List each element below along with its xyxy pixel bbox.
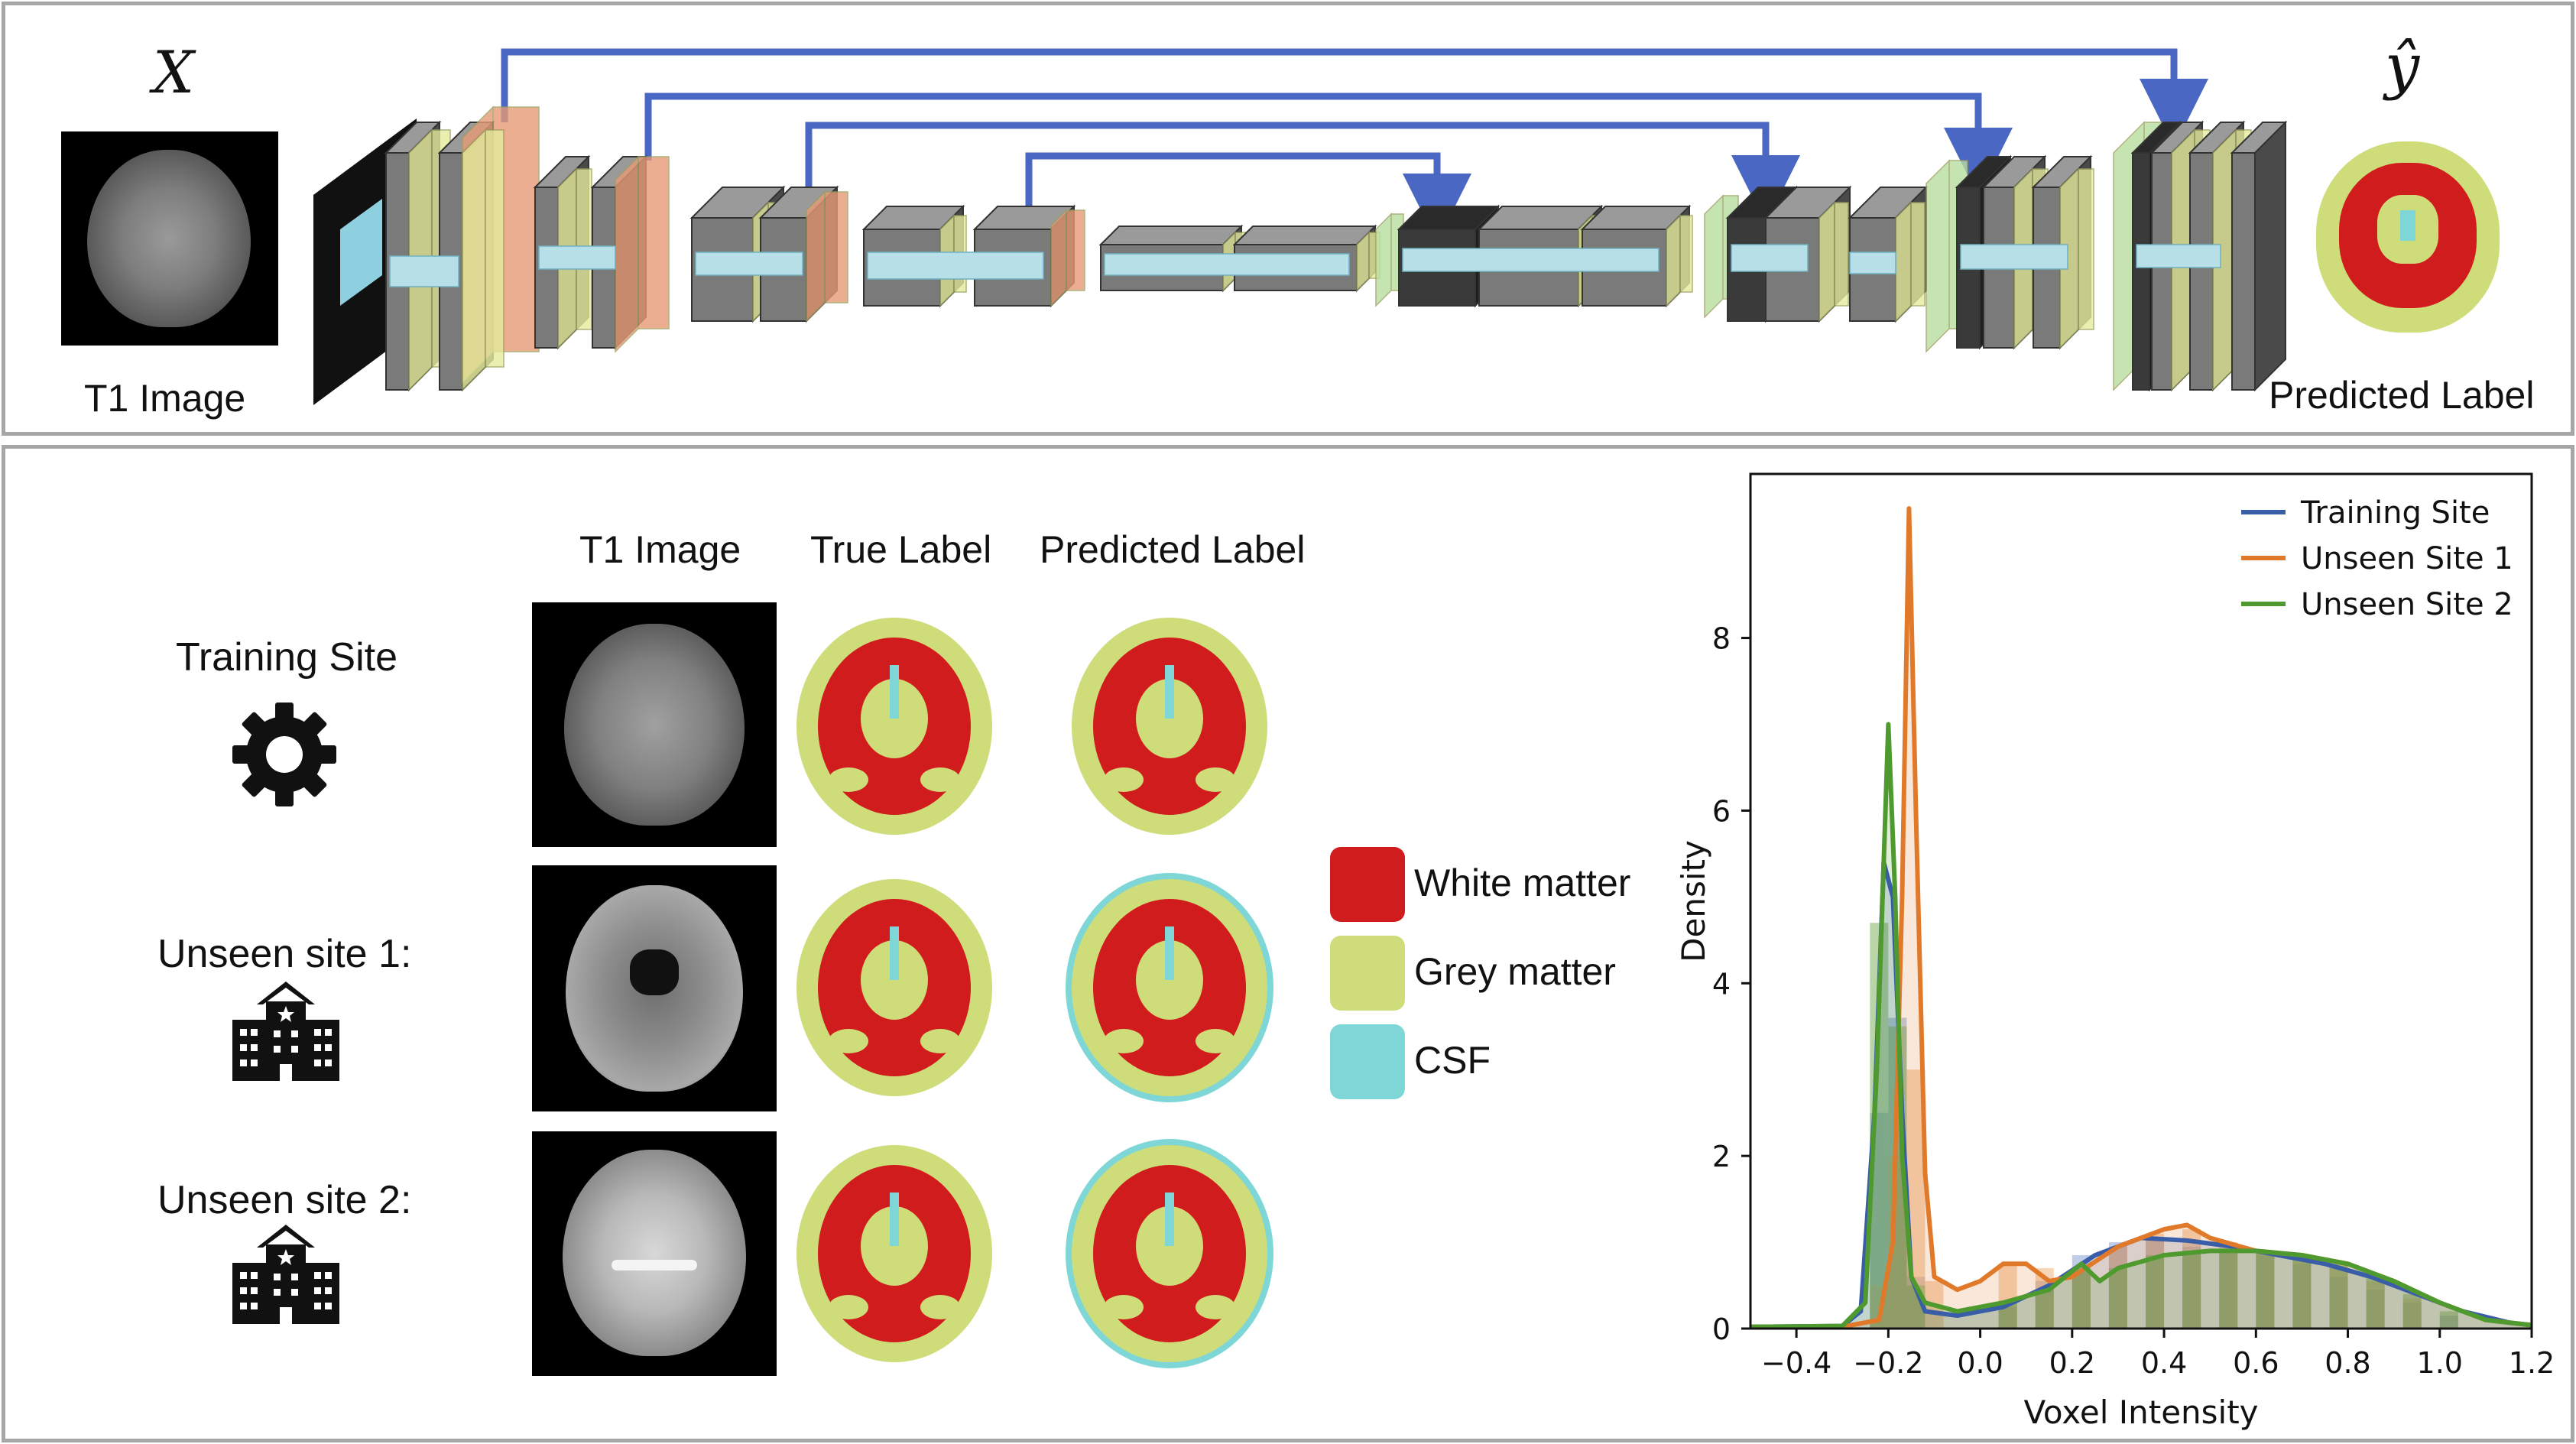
x-tick-label: 0.6	[2233, 1346, 2279, 1380]
predicted-label-unseen-1	[1066, 873, 1273, 1102]
histogram-bar	[2146, 1255, 2165, 1329]
enc4-pool	[1050, 209, 1085, 307]
hospital-icon	[232, 1225, 339, 1324]
x-tick-label: 0.2	[2049, 1346, 2095, 1380]
input-symbol: X	[153, 38, 195, 106]
output-block	[2230, 120, 2288, 392]
row-label-unseen-1: Unseen site 1:	[157, 932, 412, 976]
histogram-bar	[2292, 1255, 2312, 1329]
hospital-icon	[232, 982, 339, 1081]
y-tick-label: 0	[1712, 1313, 1731, 1346]
legend-entry: Unseen Site 1	[2301, 541, 2513, 576]
skip-connections	[501, 48, 2208, 242]
input-t1-image	[61, 131, 278, 346]
histogram-bar	[2182, 1251, 2201, 1329]
legend-entry: Training Site	[2300, 495, 2490, 531]
input-caption: T1 Image	[84, 377, 246, 420]
y-axis-label: Density	[1675, 840, 1712, 962]
histogram-bar	[2366, 1277, 2385, 1329]
enc2-band	[538, 245, 616, 270]
legend-entry: Unseen Site 2	[2301, 587, 2513, 622]
y-tick-label: 2	[1712, 1140, 1731, 1173]
x-tick-label: 1.0	[2417, 1346, 2463, 1380]
t1-image-training	[532, 602, 777, 847]
unet-architecture	[313, 48, 2288, 405]
x-tick-label: −0.2	[1853, 1346, 1923, 1380]
histogram-bar	[2072, 1267, 2091, 1329]
output-caption: Predicted Label	[2269, 374, 2535, 417]
row-label-training: Training Site	[176, 635, 397, 680]
legend-swatch-csf	[1330, 1024, 1405, 1099]
legend-label-csf: CSF	[1414, 1039, 1491, 1082]
histogram-bar	[2256, 1251, 2275, 1329]
legend-label-grey-matter: Grey matter	[1414, 950, 1616, 993]
dec3-band-b	[1849, 251, 1896, 274]
enc2-pool	[615, 155, 670, 353]
bottleneck-band	[1104, 253, 1350, 276]
dec4-band	[1402, 248, 1659, 272]
y-tick-label: 4	[1712, 967, 1731, 1001]
dec4-norm-b	[1666, 214, 1693, 307]
dec3-norm-a	[1818, 201, 1849, 323]
true-label-training	[796, 618, 992, 835]
histogram-bar	[2402, 1293, 2422, 1329]
dec3-norm-b	[1895, 201, 1926, 323]
histogram-bar	[2035, 1290, 2054, 1329]
legend-swatch-white-matter	[1330, 847, 1405, 922]
results-panel	[2, 445, 2574, 1442]
enc3-pool	[806, 190, 848, 323]
t1-image-unseen-1	[532, 865, 777, 1111]
y-tick-label: 8	[1712, 622, 1731, 656]
gear-icon	[232, 703, 336, 806]
enc4-band	[867, 251, 1044, 280]
column-header-predicted-label: Predicted Label	[1040, 528, 1306, 571]
x-axis-label: Voxel Intensity	[2023, 1394, 2258, 1431]
predicted-label-unseen-2	[1066, 1139, 1273, 1368]
enc1-norm-b	[462, 128, 504, 391]
enc1-band	[389, 255, 459, 287]
architecture-panel	[2, 2, 2574, 436]
dec3-band-a	[1731, 244, 1809, 272]
y-tick-label: 6	[1712, 794, 1731, 828]
input-slice-highlight	[340, 199, 382, 306]
histogram-bar	[2108, 1267, 2127, 1329]
predicted-label-training	[1072, 618, 1267, 835]
x-tick-label: 0.0	[1957, 1346, 2003, 1380]
dec1-band	[2136, 244, 2221, 268]
t1-image-unseen-2	[532, 1131, 777, 1376]
series-line	[1750, 722, 2532, 1329]
enc3-band	[695, 251, 803, 276]
row-label-unseen-2: Unseen site 2:	[157, 1178, 412, 1222]
legend-label-white-matter: White matter	[1414, 862, 1631, 904]
x-tick-label: 0.4	[2141, 1346, 2187, 1380]
dec2-norm-b	[2059, 167, 2094, 349]
plot-frame	[1749, 472, 2533, 1330]
x-tick-label: −0.4	[1761, 1346, 1831, 1380]
true-label-unseen-2	[796, 1145, 992, 1362]
histogram-bar	[2329, 1264, 2348, 1329]
x-tick-label: 1.2	[2509, 1346, 2555, 1380]
true-label-unseen-1	[796, 879, 992, 1096]
x-tick-label: 0.8	[2325, 1346, 2370, 1380]
histogram-bar	[2219, 1251, 2238, 1329]
dec2-band	[1960, 244, 2068, 270]
histogram-bar	[2439, 1311, 2458, 1329]
column-header-t1: T1 Image	[579, 528, 741, 571]
output-symbol: ŷ	[2385, 31, 2420, 102]
column-header-true-label: True Label	[810, 528, 992, 571]
density-area	[1750, 508, 2532, 1329]
output-predicted-label	[2316, 141, 2500, 333]
legend-swatch-grey-matter	[1330, 936, 1405, 1011]
